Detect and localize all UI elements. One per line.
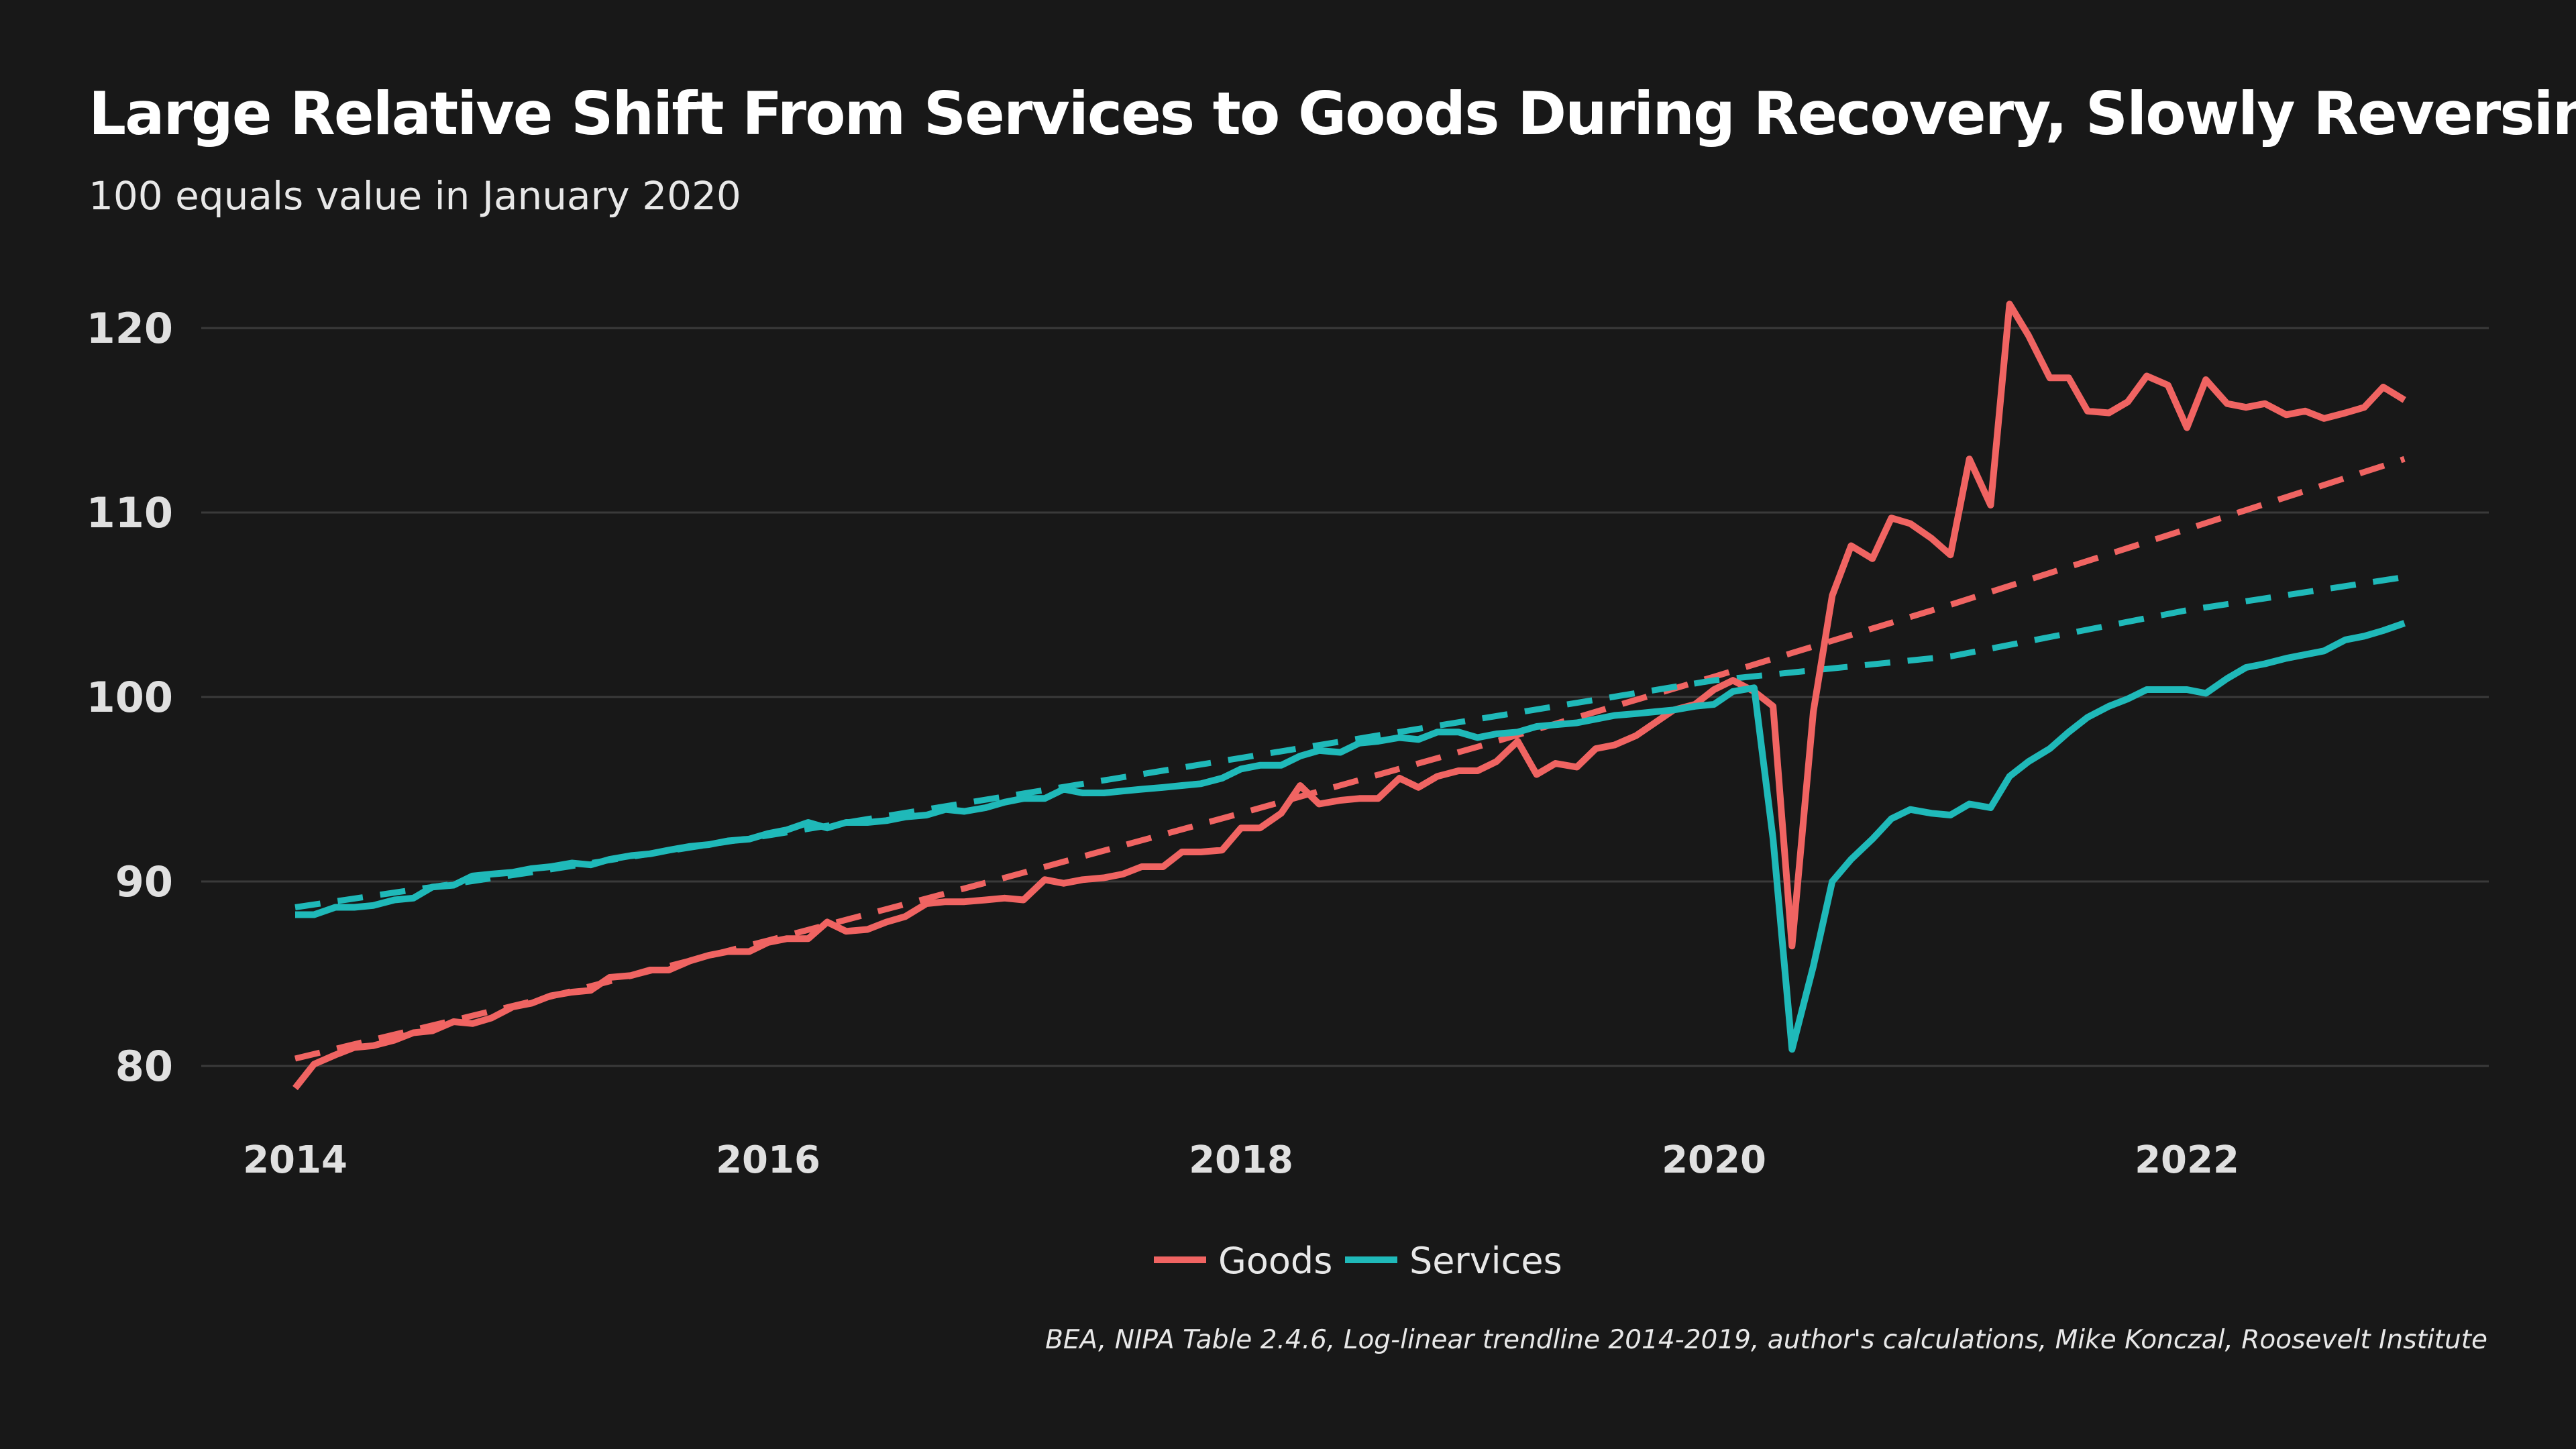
x-tick-label: 2020 bbox=[1662, 1138, 1766, 1182]
trend-lines bbox=[294, 455, 2406, 1062]
series-lines bbox=[292, 301, 2406, 1091]
x-axis-tick-labels: 2014 2016 2018 2020 2022 bbox=[243, 1138, 2239, 1182]
y-tick-label: 110 bbox=[87, 488, 173, 537]
legend-label-services: Services bbox=[1409, 1240, 1562, 1282]
y-tick-label: 100 bbox=[87, 673, 173, 722]
chart-title: Large Relative Shift From Services to Go… bbox=[89, 79, 2576, 148]
legend: Goods Services bbox=[1154, 1240, 1562, 1282]
x-tick-label: 2016 bbox=[716, 1138, 820, 1182]
x-tick-label: 2014 bbox=[243, 1138, 347, 1182]
x-tick-label: 2022 bbox=[2135, 1138, 2239, 1182]
legend-label-goods: Goods bbox=[1218, 1240, 1332, 1282]
source-caption: BEA, NIPA Table 2.4.6, Log-linear trendl… bbox=[1045, 1325, 2487, 1355]
y-axis-tick-labels: 80 90 100 110 120 bbox=[87, 304, 173, 1091]
x-tick-label: 2018 bbox=[1189, 1138, 1293, 1182]
y-tick-label: 80 bbox=[115, 1042, 173, 1091]
series-line-services bbox=[295, 620, 2406, 1053]
y-tick-label: 120 bbox=[87, 304, 173, 353]
trendline-goods-trend bbox=[294, 455, 2406, 1062]
gridlines bbox=[201, 327, 2489, 1067]
chart-subtitle: 100 equals value in January 2020 bbox=[89, 173, 741, 219]
series-line-goods bbox=[292, 301, 2406, 1091]
y-tick-label: 90 bbox=[115, 857, 173, 906]
